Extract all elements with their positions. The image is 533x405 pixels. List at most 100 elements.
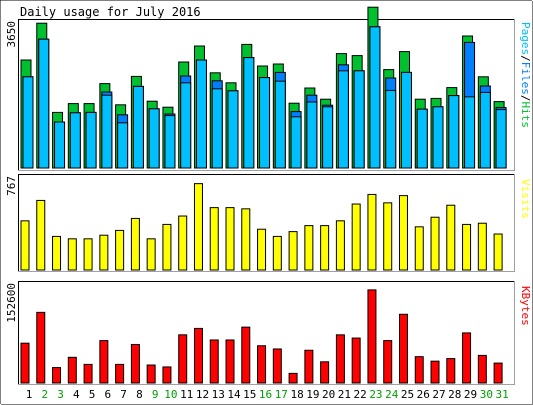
day-label: 17 — [275, 388, 288, 401]
visits-bar — [83, 238, 93, 271]
pages-bar — [117, 122, 129, 169]
usage-legend-part: / — [519, 95, 532, 102]
kbytes-bar — [115, 363, 125, 384]
visits-bar — [304, 225, 314, 271]
pages-bar — [180, 82, 192, 169]
kbytes-bar — [225, 339, 235, 384]
visits-bar — [335, 220, 345, 271]
pages-bar — [164, 115, 176, 169]
kbytes-bar — [462, 332, 472, 384]
pages-bar — [195, 59, 207, 169]
pages-bar — [369, 26, 381, 169]
kbytes-bar — [446, 358, 456, 384]
kbytes-legend-part: KBytes — [519, 286, 532, 326]
pages-bar — [416, 108, 428, 169]
visits-bar — [162, 223, 172, 271]
kbytes-bar — [193, 327, 203, 384]
kbytes-bar — [99, 340, 109, 384]
day-label: 12 — [196, 388, 209, 401]
visits-bar — [99, 234, 109, 271]
day-label: 20 — [322, 388, 335, 401]
day-label: 6 — [105, 388, 112, 401]
day-label: 3 — [57, 388, 64, 401]
pages-bar — [322, 106, 334, 169]
day-label: 4 — [73, 388, 80, 401]
pages-bar — [353, 70, 365, 169]
pages-bar — [337, 70, 349, 169]
visits-bar — [493, 233, 503, 271]
kbytes-bar — [52, 367, 62, 384]
kbytes-bar — [493, 362, 503, 384]
visits-bar — [36, 199, 46, 271]
pages-bar — [22, 76, 34, 169]
visits-bar — [462, 223, 472, 271]
pages-bar — [148, 108, 160, 169]
day-label: 5 — [89, 388, 96, 401]
visits-bar — [209, 207, 219, 271]
usage-legend-part: / — [519, 55, 532, 62]
kbytes-bar — [304, 349, 314, 384]
visits-bar — [146, 238, 156, 271]
pages-bar — [385, 89, 397, 169]
day-label: 22 — [354, 388, 367, 401]
pages-bar — [38, 38, 50, 169]
kbytes-bar — [398, 313, 408, 384]
kbytes-bar — [20, 342, 30, 384]
pages-bar — [274, 80, 286, 169]
day-label: 1 — [26, 388, 33, 401]
kbytes-bar — [241, 326, 251, 384]
day-label: 10 — [164, 388, 177, 401]
pages-bar — [448, 95, 460, 169]
usage-legend: Pages/Files/Hits — [519, 22, 532, 128]
day-label: 2 — [41, 388, 48, 401]
pages-bar — [101, 94, 113, 169]
visits-bar — [225, 207, 235, 271]
visits-bar — [115, 229, 125, 271]
visits-bar — [67, 238, 77, 271]
pages-bar — [290, 116, 302, 169]
day-label: 23 — [369, 388, 382, 401]
kbytes-bar — [146, 364, 156, 384]
kbytes-bar — [320, 361, 330, 384]
day-label: 18 — [290, 388, 303, 401]
visits-bar — [130, 217, 140, 271]
day-label: 28 — [448, 388, 461, 401]
day-label: 13 — [212, 388, 225, 401]
visits-bar — [351, 203, 361, 271]
day-label: 7 — [120, 388, 127, 401]
kbytes-bar — [430, 360, 440, 384]
kbytes-ymax-label: 152600 — [5, 283, 18, 323]
day-label: 21 — [338, 388, 351, 401]
usage-legend-part: Files — [519, 62, 532, 95]
kbytes-bar — [351, 337, 361, 384]
kbytes-bar — [367, 289, 377, 384]
kbytes-bar — [36, 311, 46, 384]
kbytes-bar — [414, 356, 424, 384]
day-label: 27 — [432, 388, 445, 401]
pages-bar — [211, 88, 223, 169]
usage-legend-part: Pages — [519, 22, 532, 55]
visits-ymax-label: 767 — [5, 176, 18, 196]
day-label: 16 — [259, 388, 272, 401]
visits-legend-part: Visits — [519, 179, 532, 219]
pages-bar — [132, 85, 144, 169]
kbytes-bar — [83, 363, 93, 384]
kbytes-bar — [257, 345, 267, 384]
pages-bar — [54, 121, 66, 169]
kbytes-bar — [209, 339, 219, 384]
visits-legend: Visits — [519, 179, 532, 219]
pages-bar — [479, 91, 491, 169]
pages-bar — [69, 112, 81, 169]
day-label: 31 — [495, 388, 508, 401]
usage-legend-part: Hits — [519, 102, 532, 129]
day-label: 25 — [401, 388, 414, 401]
day-label: 19 — [306, 388, 319, 401]
kbytes-legend: KBytes — [519, 286, 532, 326]
visits-bar — [241, 208, 251, 271]
day-label: 9 — [152, 388, 159, 401]
kbytes-panel: KBytes 152600 — [5, 281, 532, 385]
pages-bar — [227, 90, 239, 169]
